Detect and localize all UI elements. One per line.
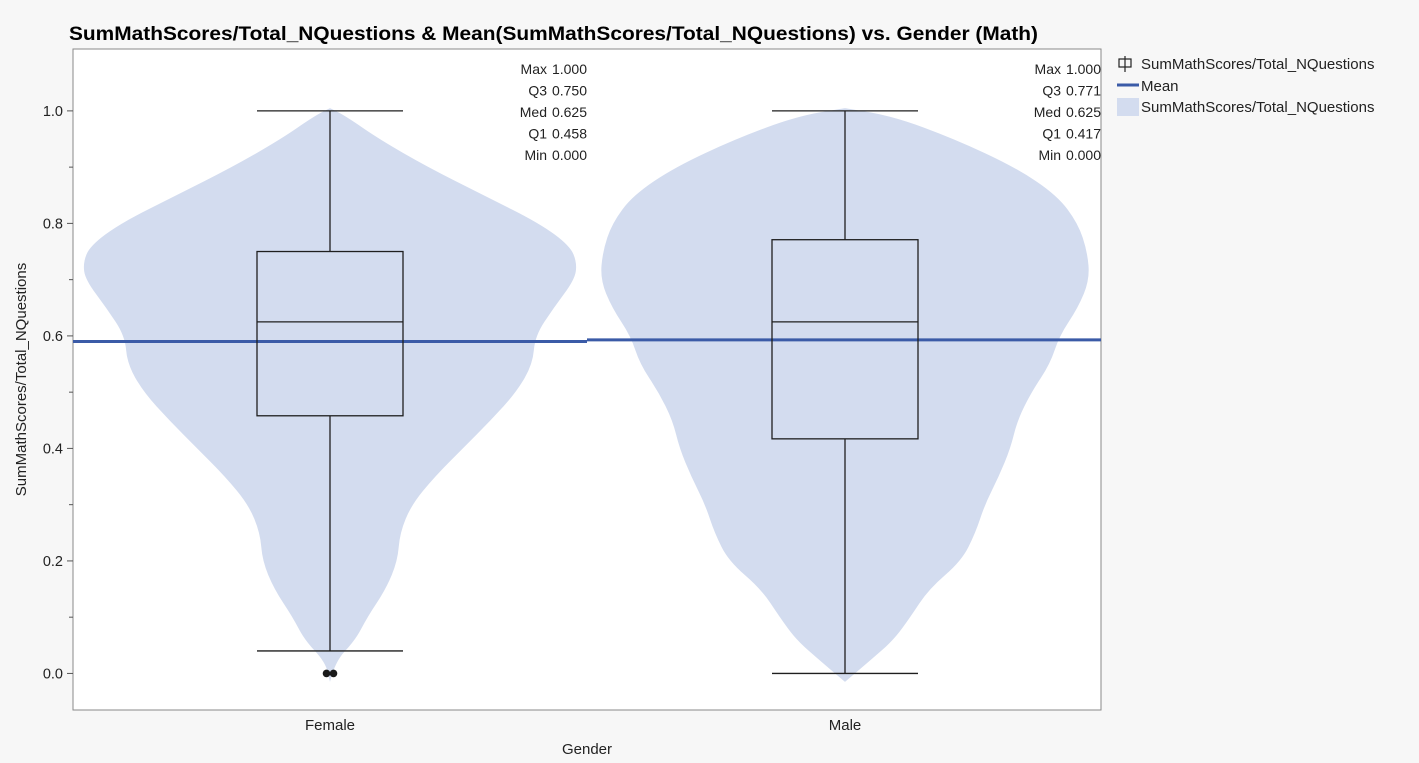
chart-title: SumMathScores/Total_NQuestions & Mean(Su…	[69, 24, 1038, 45]
x-tick-label: Female	[305, 717, 355, 734]
outlier-point-female	[329, 669, 338, 678]
stat-label-q3: Q3	[1042, 83, 1061, 99]
y-tick-label: 0.2	[43, 554, 63, 570]
x-axis-label: Gender	[562, 741, 612, 758]
x-tick-label: Male	[829, 717, 862, 734]
stat-label-q1: Q1	[528, 126, 547, 142]
stat-value-med: 0.625	[552, 104, 587, 120]
violin-male	[601, 108, 1089, 682]
legend-area-icon	[1117, 98, 1139, 116]
stat-value-max: 1.000	[1066, 61, 1101, 77]
legend-label: SumMathScores/Total_NQuestions	[1141, 99, 1374, 116]
outlier-point-female	[322, 669, 331, 678]
legend-box-icon	[1118, 58, 1132, 68]
stat-label-q1: Q1	[1042, 126, 1061, 142]
stat-label-max: Max	[1035, 61, 1061, 77]
violin-female	[83, 108, 577, 682]
stat-value-max: 1.000	[552, 61, 587, 77]
stat-value-min: 0.000	[552, 147, 587, 163]
box-male	[771, 239, 919, 440]
stat-label-q3: Q3	[528, 83, 547, 99]
stat-value-q3: 0.750	[552, 83, 587, 99]
y-tick-label: 0.4	[43, 441, 63, 457]
stat-label-med: Med	[520, 104, 547, 120]
y-tick-label: 0.8	[43, 216, 63, 232]
y-tick-label: 0.6	[43, 329, 63, 345]
stat-label-min: Min	[524, 147, 547, 163]
stat-value-med: 0.625	[1066, 104, 1101, 120]
stat-label-max: Max	[521, 61, 547, 77]
stat-value-min: 0.000	[1066, 147, 1101, 163]
y-axis-label: SumMathScores/Total_NQuestions	[13, 263, 30, 496]
stat-value-q1: 0.458	[552, 126, 587, 142]
legend-label: SumMathScores/Total_NQuestions	[1141, 56, 1374, 73]
stat-label-med: Med	[1034, 104, 1061, 120]
stat-label-min: Min	[1038, 147, 1061, 163]
legend-label: Mean	[1141, 78, 1179, 95]
y-tick-label: 0.0	[43, 666, 63, 682]
stat-value-q3: 0.771	[1066, 83, 1101, 99]
stat-value-q1: 0.417	[1066, 126, 1101, 142]
y-tick-label: 1.0	[43, 104, 63, 120]
box-female	[256, 250, 404, 417]
